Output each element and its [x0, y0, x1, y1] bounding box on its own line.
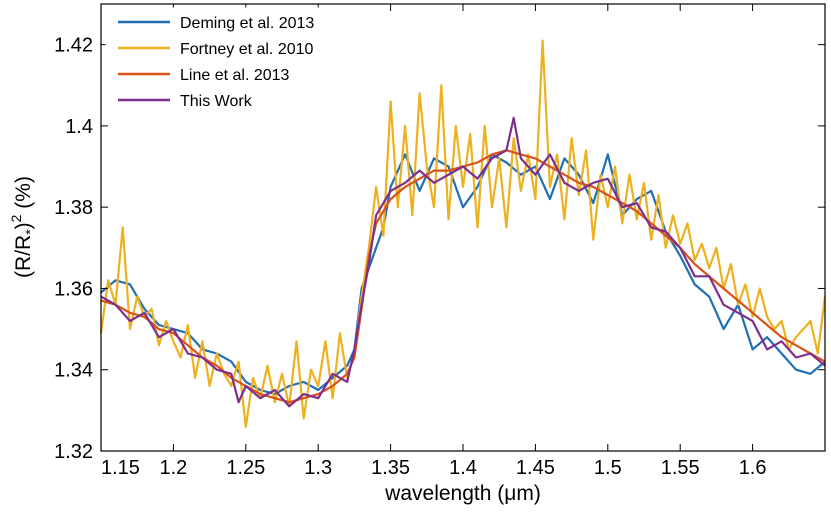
series-line-fortney-et-al-2010	[99, 39, 827, 428]
y-axis-title-subscript: *	[22, 229, 38, 235]
legend-label-deming-et-al-2013: Deming et al. 2013	[180, 15, 314, 32]
legend-label-fortney-et-al-2010: Fortney et al. 2010	[180, 41, 314, 58]
x-tick-label-1-6: 1.6	[739, 457, 767, 479]
x-axis-title: wavelength (μm)	[384, 482, 541, 505]
legend-label-line-et-al-2013: Line et al. 2013	[180, 67, 290, 84]
legend-label-this-work: This Work	[180, 93, 253, 110]
x-tick-label-1-15: 1.15	[101, 457, 140, 479]
y-axis-title-open: (R/R	[12, 235, 35, 278]
y-axis-title-unit: (%)	[12, 176, 35, 215]
series-layer	[99, 39, 827, 428]
y-tick-label-1-34: 1.34	[54, 360, 93, 382]
y-tick-label-1-36: 1.36	[54, 278, 93, 300]
series-line-this-work	[100, 116, 826, 408]
x-tick-label-1-4: 1.4	[449, 457, 477, 479]
y-tick-label-1-4: 1.4	[65, 116, 93, 138]
ticks-layer: 1.15 1.2 1.25 1.3 1.35 1.4 1.45 1.5 1.55 1.6 1.32 1…	[54, 4, 825, 479]
x-tick-label-1-55: 1.55	[661, 457, 700, 479]
y-axis-title-superscript: 2	[8, 214, 24, 222]
x-tick-label-1-2: 1.2	[159, 457, 187, 479]
x-tick-label-1-3: 1.3	[304, 457, 332, 479]
y-tick-label-1-42: 1.42	[54, 35, 93, 57]
y-tick-label-1-38: 1.38	[54, 197, 93, 219]
series-line-line-et-al-2013	[100, 149, 826, 404]
x-tick-label-1-5: 1.5	[594, 457, 622, 479]
y-axis-title-close: )	[12, 222, 35, 229]
y-axis-title: (R/R*)2 (%)	[8, 176, 38, 278]
x-tick-label-1-45: 1.45	[516, 457, 555, 479]
x-tick-label-1-25: 1.25	[226, 457, 265, 479]
series-line-deming-et-al-2013	[100, 153, 826, 396]
x-tick-label-1-35: 1.35	[371, 457, 410, 479]
legend: Deming et al. 2013 Fortney et al. 2010 Lin…	[105, 7, 367, 115]
y-tick-label-1-32: 1.32	[54, 441, 93, 463]
legend-box	[105, 7, 367, 115]
